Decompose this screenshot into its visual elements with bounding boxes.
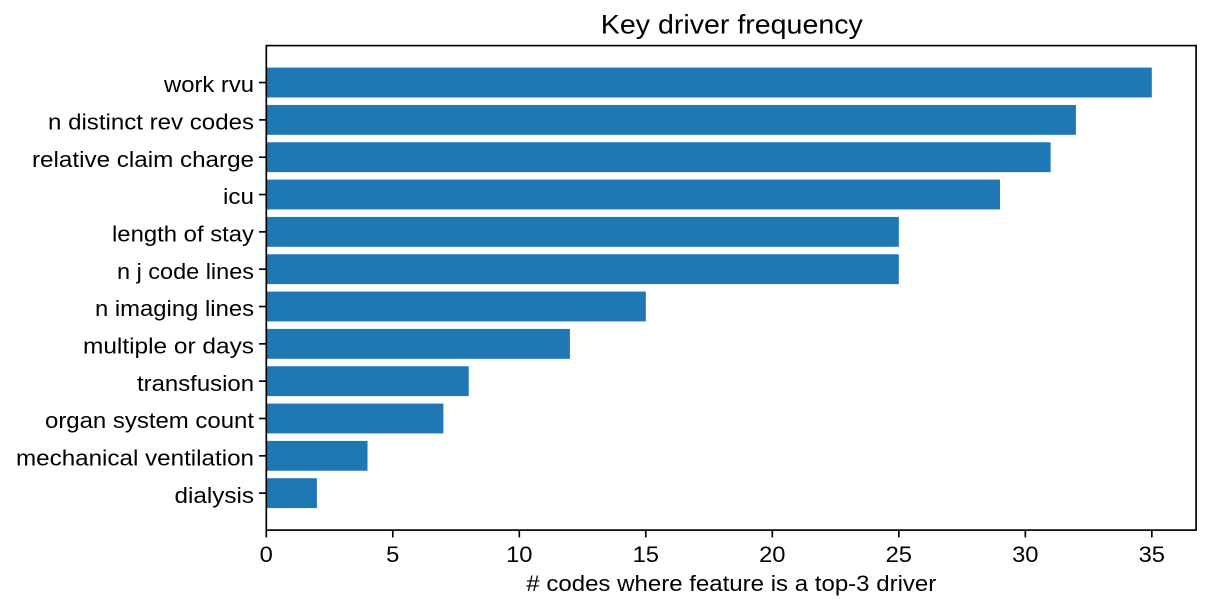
svg-text:mechanical ventilation: mechanical ventilation	[16, 445, 254, 470]
svg-text:0: 0	[260, 542, 273, 567]
svg-text:n distinct rev codes: n distinct rev codes	[48, 109, 254, 134]
svg-text:work rvu: work rvu	[163, 72, 254, 97]
svg-text:relative claim charge: relative claim charge	[32, 147, 254, 172]
svg-text:n j code lines: n j code lines	[117, 259, 254, 284]
svg-text:icu: icu	[223, 184, 254, 209]
svg-text:transfusion: transfusion	[137, 371, 254, 396]
svg-text:35: 35	[1139, 542, 1165, 567]
svg-text:n imaging lines: n imaging lines	[95, 296, 254, 321]
svg-text:length of stay: length of stay	[112, 221, 254, 246]
svg-text:dialysis: dialysis	[175, 483, 255, 508]
svg-text:multiple or days: multiple or days	[83, 333, 254, 358]
svg-text:20: 20	[759, 542, 785, 567]
svg-text:25: 25	[886, 542, 912, 567]
svg-text:10: 10	[506, 542, 532, 567]
svg-text:organ system count: organ system count	[45, 408, 254, 433]
svg-text:5: 5	[386, 542, 399, 567]
svg-text:Key driver frequency: Key driver frequency	[601, 10, 864, 40]
svg-text:# codes where feature is a top: # codes where feature is a top-3 driver	[526, 571, 936, 596]
svg-text:30: 30	[1012, 542, 1038, 567]
svg-text:15: 15	[633, 542, 659, 567]
